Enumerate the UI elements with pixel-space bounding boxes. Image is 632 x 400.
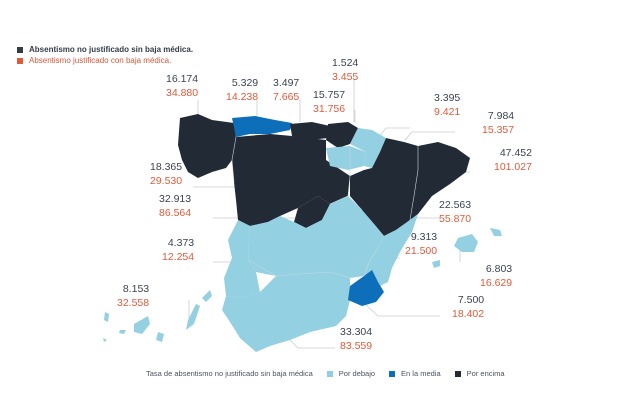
region-castilla-mancha[interactable] xyxy=(248,196,384,278)
label-pais-vasco: 15.757 31.756 xyxy=(313,89,346,115)
legend-item-above: Por encima xyxy=(454,369,505,378)
region-pais-vasco[interactable] xyxy=(326,122,358,148)
label-aragon: 7.984 15.357 xyxy=(482,110,515,136)
region-cataluna[interactable] xyxy=(410,142,470,220)
region-cantabria[interactable] xyxy=(290,122,330,140)
legend-swatch-above xyxy=(454,370,461,377)
label-castilla-mancha: 9.313 21.500 xyxy=(405,231,438,257)
legend-label-above: Por encima xyxy=(466,369,505,378)
legend-item-below: Por debajo xyxy=(326,369,376,378)
region-baleares-ibiza[interactable] xyxy=(432,260,440,268)
region-castilla-leon[interactable] xyxy=(232,134,350,226)
region-aragon[interactable] xyxy=(350,138,418,236)
category-legend: Tasa de absentismo no justificado sin ba… xyxy=(146,369,505,378)
region-asturias[interactable] xyxy=(232,116,292,137)
region-murcia[interactable] xyxy=(348,270,384,306)
label-extremadura: 4.373 12.254 xyxy=(162,237,195,263)
label-cataluna: 47.452 101.027 xyxy=(494,147,532,173)
legend-swatch-unjustified xyxy=(17,46,23,53)
label-navarra: 3.395 9.421 xyxy=(434,92,461,118)
label-galicia: 16.174 34.880 xyxy=(166,73,199,99)
label-valencia: 22.563 55.870 xyxy=(439,199,472,225)
legend-label-justified: Absentismo justificado con baja médica. xyxy=(29,56,172,65)
label-asturias: 5.329 14.238 xyxy=(226,77,259,103)
legend-swatch-below xyxy=(326,370,333,377)
region-la-rioja[interactable] xyxy=(326,146,366,170)
region-baleares[interactable] xyxy=(454,234,478,252)
label-castilla-leon: 18.365 29.530 xyxy=(150,161,183,187)
region-extremadura[interactable] xyxy=(224,220,260,298)
legend-label-average: En la media xyxy=(401,369,441,378)
region-canarias[interactable] xyxy=(103,290,212,342)
region-andalucia[interactable] xyxy=(222,272,350,352)
region-madrid[interactable] xyxy=(294,196,330,228)
label-baleares: 6.803 16.629 xyxy=(480,263,513,289)
label-canarias: 8.153 32.558 xyxy=(117,283,150,309)
legend-item-justified: Absentismo justificado con baja médica. xyxy=(17,55,193,66)
label-andalucia: 33.304 83.559 xyxy=(340,326,373,352)
region-galicia[interactable] xyxy=(178,114,236,178)
legend-swatch-average xyxy=(389,370,396,377)
legend-item-unjustified: Absentismo no justificado sin baja médic… xyxy=(17,44,193,55)
legend-label-below: Por debajo xyxy=(338,369,376,378)
legend-label-unjustified: Absentismo no justificado sin baja médic… xyxy=(29,45,194,54)
region-valencia[interactable] xyxy=(364,214,418,290)
series-legend: Absentismo no justificado sin baja médic… xyxy=(17,44,193,66)
legend-swatch-justified xyxy=(17,57,23,64)
label-madrid: 32.913 86.564 xyxy=(159,193,192,219)
label-murcia: 7.500 18.402 xyxy=(452,294,485,320)
legend-item-average: En la media xyxy=(389,369,441,378)
category-legend-title: Tasa de absentismo no justificado sin ba… xyxy=(146,369,313,378)
region-baleares-menorca[interactable] xyxy=(490,228,502,236)
label-cantabria: 3.497 7.665 xyxy=(273,77,300,103)
label-la-rioja: 1.524 3.455 xyxy=(332,57,359,83)
region-borders xyxy=(231,136,419,279)
